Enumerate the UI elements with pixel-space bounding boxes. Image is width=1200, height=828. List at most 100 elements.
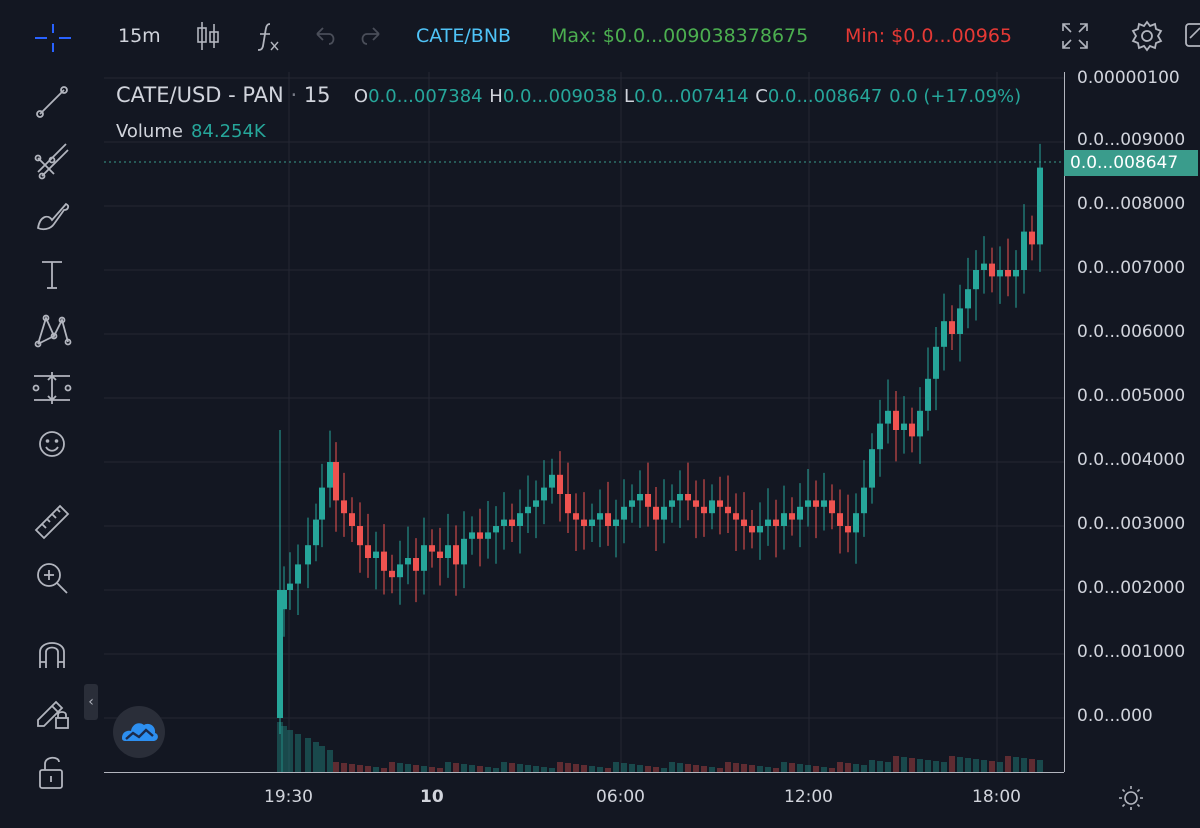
volume-bar [509, 763, 515, 772]
min-price-label: Min: $0.0...00965 [845, 25, 1013, 47]
price-tick: 0.0...007000 [1077, 258, 1186, 278]
volume-bar [389, 762, 395, 772]
symbol-pair[interactable]: CATE/BNB [416, 25, 512, 47]
candle-body [661, 506, 667, 520]
candle-body [949, 321, 955, 334]
fib-icon[interactable] [32, 140, 72, 180]
volume-bar [709, 767, 715, 772]
volume-bar [525, 765, 531, 772]
volume-bar [861, 765, 867, 772]
legend-low-label: L [624, 86, 635, 107]
candle-body [853, 513, 859, 533]
candle-body [829, 500, 835, 514]
emoji-icon[interactable] [32, 424, 72, 464]
volume-bar [637, 765, 643, 772]
unlock-icon[interactable] [32, 752, 72, 792]
volume-bar [965, 758, 971, 772]
volume-bar [365, 766, 371, 772]
indicators-icon[interactable] [256, 20, 282, 52]
volume-bar [381, 768, 387, 772]
candle-body [413, 558, 419, 571]
undo-icon[interactable] [313, 26, 339, 48]
candle-body [1013, 270, 1019, 277]
price-chart[interactable] [104, 72, 1064, 772]
volume-bar [453, 763, 459, 772]
time-axis[interactable]: 19:30 10 06:00 12:00 18:00 [104, 772, 1143, 828]
volume-bar [749, 765, 755, 772]
candle-body [765, 519, 771, 526]
volume-label: Volume [116, 121, 183, 142]
candle-body [1005, 270, 1011, 277]
candle-body [629, 500, 635, 507]
candle-body [525, 506, 531, 514]
volume-legend: Volume 84.254K [116, 121, 266, 142]
crosshair-icon[interactable] [33, 22, 73, 54]
volume-bar [327, 750, 333, 772]
candle-body [693, 500, 699, 507]
trendline-icon[interactable] [32, 82, 72, 122]
candle-body [917, 410, 923, 437]
candle-body [509, 519, 515, 526]
volume-bar [821, 767, 827, 772]
settings-icon[interactable] [1131, 20, 1163, 52]
volume-bar [517, 764, 523, 772]
snapshot-icon[interactable] [1184, 20, 1200, 52]
brush-icon[interactable] [32, 196, 72, 236]
pattern-icon[interactable] [32, 310, 72, 350]
tradingview-logo[interactable] [113, 706, 165, 758]
volume-bar [997, 762, 1003, 772]
volume-bar [295, 734, 301, 772]
legend-high-value: 0.0...009038 [502, 86, 618, 107]
magnet-icon[interactable] [32, 634, 72, 674]
candles-icon[interactable] [196, 20, 220, 52]
collapse-sidebar-button[interactable]: ‹ [84, 684, 98, 720]
candle-body [797, 506, 803, 520]
legend-open-label: O [353, 86, 369, 107]
volume-bar [469, 765, 475, 772]
volume-bar [853, 764, 859, 772]
candle-body [957, 308, 963, 334]
volume-bar [533, 766, 539, 772]
ruler-icon[interactable] [32, 502, 72, 542]
zoom-icon[interactable] [32, 558, 72, 598]
volume-bar [313, 742, 319, 772]
candle-body [701, 506, 707, 514]
volume-bar [357, 765, 363, 772]
lock-drawing-icon[interactable] [32, 690, 72, 730]
prediction-icon[interactable] [32, 368, 72, 408]
volume-bar [877, 761, 883, 772]
volume-bar [333, 762, 339, 772]
redo-icon[interactable] [357, 26, 383, 48]
legend-open-value: 0.0...007384 [368, 86, 483, 107]
candle-body [941, 321, 947, 347]
volume-bar [565, 763, 571, 772]
candle-body [365, 545, 371, 558]
candle-body [669, 500, 675, 507]
candle-body [637, 494, 643, 501]
candle-body [933, 346, 939, 379]
volume-bar [693, 765, 699, 772]
legend-interval: 15 [303, 83, 331, 107]
legend-close-label: C [755, 86, 768, 107]
interval-selector[interactable]: 15m [118, 25, 161, 47]
candle-body [305, 545, 311, 565]
candle-body [725, 506, 731, 514]
candle-body [469, 532, 475, 539]
candle-body [541, 487, 547, 501]
volume-bar [413, 765, 419, 772]
volume-bar [437, 768, 443, 772]
candle-body [533, 500, 539, 507]
candle-body [677, 494, 683, 501]
price-axis[interactable]: 0.00000100 0.0...009000 0.0...008000 0.0… [1064, 68, 1200, 772]
volume-bar [789, 763, 795, 772]
volume-bar [645, 766, 651, 772]
candle-body [805, 500, 811, 507]
candle-body [287, 583, 293, 590]
candle-body [741, 519, 747, 526]
candle-body [349, 513, 355, 526]
fullscreen-icon[interactable] [1061, 22, 1089, 50]
volume-bar [845, 763, 851, 772]
text-icon[interactable] [32, 254, 72, 294]
volume-bar [445, 762, 451, 772]
brightness-icon[interactable] [1118, 785, 1144, 811]
